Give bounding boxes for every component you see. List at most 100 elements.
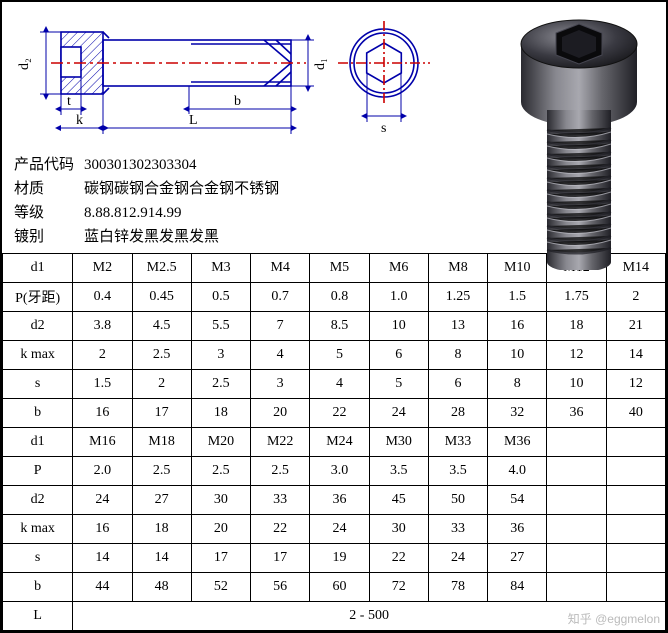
table-cell: 17 [132, 399, 191, 428]
spec-value: 300 [84, 157, 107, 173]
table-row: k max22.534568101214 [3, 341, 666, 370]
table-cell: M2.5 [132, 254, 191, 283]
spec-value: 蓝白锌 [84, 229, 129, 245]
bolt-diagram-svg: d₂ d₁ t [6, 10, 436, 140]
table-cell: 14 [606, 341, 665, 370]
table-row: L2 - 500 [3, 602, 666, 631]
table-cell: 21 [606, 312, 665, 341]
table-cell: b [3, 399, 73, 428]
spec-value: 合金钢 [189, 181, 234, 197]
table-cell: M16 [73, 428, 132, 457]
table-cell [606, 428, 665, 457]
spec-value: 12.9 [122, 205, 148, 221]
table-cell: s [3, 544, 73, 573]
spec-label: 产品代码 [14, 153, 84, 177]
table-cell: 12 [606, 370, 665, 399]
table-cell: 10 [547, 370, 606, 399]
table-cell: 8 [428, 341, 487, 370]
table-row: s1414171719222427 [3, 544, 666, 573]
table-cell: 48 [132, 573, 191, 602]
table-cell: 0.7 [251, 283, 310, 312]
spec-value: 不锈钢 [234, 181, 279, 197]
table-cell: 0.4 [73, 283, 132, 312]
spec-value: 发黑 [189, 229, 219, 245]
table-row: d22427303336455054 [3, 486, 666, 515]
table-cell: 78 [428, 573, 487, 602]
table-cell: 2 [132, 370, 191, 399]
table-cell: 28 [428, 399, 487, 428]
table-cell: 36 [310, 486, 369, 515]
table-cell: P(牙距) [3, 283, 73, 312]
table-cell: M20 [191, 428, 250, 457]
table-cell: 40 [606, 399, 665, 428]
table-row: b4448525660727884 [3, 573, 666, 602]
document-frame: d₂ d₁ t [0, 0, 668, 633]
table-row: d23.84.55.578.51013161821 [3, 312, 666, 341]
table-cell [606, 457, 665, 486]
table-cell: 3.8 [73, 312, 132, 341]
table-row: b16171820222428323640 [3, 399, 666, 428]
table-cell: 30 [369, 515, 428, 544]
table-cell: 22 [251, 515, 310, 544]
table-cell: 3.5 [428, 457, 487, 486]
spec-value: 302 [129, 157, 152, 173]
table-cell [547, 457, 606, 486]
spec-label: 材质 [14, 177, 84, 201]
table-cell: 5 [310, 341, 369, 370]
table-cell: 3.5 [369, 457, 428, 486]
table-cell [606, 573, 665, 602]
table-cell [547, 573, 606, 602]
watermark: 知乎 @eggmelon [568, 610, 660, 627]
table-cell: 3.0 [310, 457, 369, 486]
table-cell: k max [3, 341, 73, 370]
table-cell: 2.5 [191, 370, 250, 399]
table-cell: 1.25 [428, 283, 487, 312]
table-cell: 8.5 [310, 312, 369, 341]
table-cell: 16 [73, 515, 132, 544]
table-cell: M30 [369, 428, 428, 457]
dim-k: k [76, 113, 83, 128]
table-cell: 6 [428, 370, 487, 399]
table-cell: 18 [132, 515, 191, 544]
table-cell: 12 [547, 341, 606, 370]
spec-value: 合金钢 [144, 181, 189, 197]
table-cell: d2 [3, 312, 73, 341]
table-cell: M2 [73, 254, 132, 283]
table-cell: 24 [310, 515, 369, 544]
table-cell: 14 [73, 544, 132, 573]
spec-value: 303 [152, 157, 175, 173]
table-cell: 2.5 [132, 457, 191, 486]
table-cell: 0.5 [191, 283, 250, 312]
spec-label: 镀别 [14, 225, 84, 249]
spec-value: 碳钢 [114, 181, 144, 197]
table-cell: 8 [488, 370, 547, 399]
table-cell: 84 [488, 573, 547, 602]
table-cell [606, 544, 665, 573]
table-cell: 24 [369, 399, 428, 428]
table-row: s1.522.5345681012 [3, 370, 666, 399]
table-cell: 16 [73, 399, 132, 428]
table-cell: 33 [251, 486, 310, 515]
dim-s: s [381, 121, 386, 136]
table-cell [606, 515, 665, 544]
table-cell [606, 486, 665, 515]
table-cell: d1 [3, 428, 73, 457]
dim-L: L [189, 113, 198, 128]
dim-b: b [234, 94, 241, 109]
top-region: d₂ d₁ t [2, 2, 666, 149]
spec-value: 8.8 [103, 205, 122, 221]
table-cell: 22 [369, 544, 428, 573]
technical-drawing: d₂ d₁ t [2, 2, 440, 149]
table-cell [547, 544, 606, 573]
table-cell: 10 [369, 312, 428, 341]
table-cell: 6 [369, 341, 428, 370]
spec-value: 碳钢 [84, 181, 114, 197]
table-cell [547, 515, 606, 544]
table-cell: 2 [73, 341, 132, 370]
spec-value: 304 [174, 157, 197, 173]
table-cell: k max [3, 515, 73, 544]
table-cell: 56 [251, 573, 310, 602]
table-cell: 22 [310, 399, 369, 428]
table-cell: d2 [3, 486, 73, 515]
table-cell: 72 [369, 573, 428, 602]
